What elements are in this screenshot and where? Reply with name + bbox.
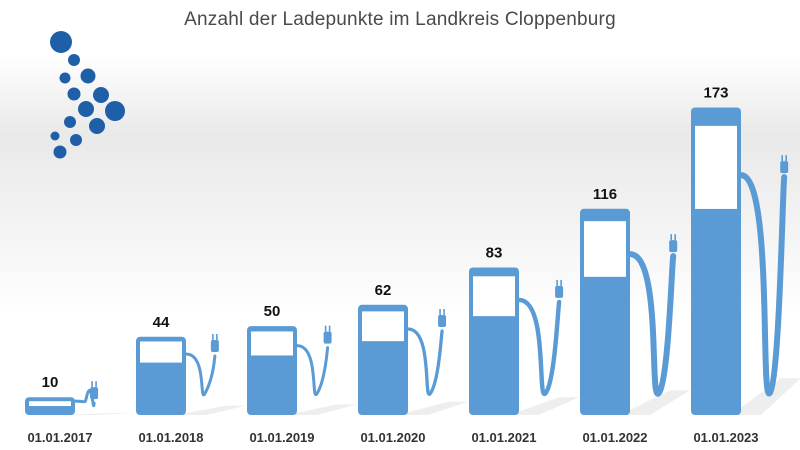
plug-icon [669, 240, 678, 253]
bar-pump-window [584, 221, 626, 277]
bar-pump-window [29, 401, 71, 407]
bar-pump-window [695, 125, 737, 209]
bar-pump-hose [184, 352, 217, 397]
data-label: 173 [703, 84, 728, 101]
data-label: 83 [486, 244, 503, 261]
bar-pump-window [140, 341, 182, 363]
bar-shadow [287, 404, 357, 415]
data-label: 44 [153, 314, 170, 331]
x-tick-label: 01.01.2019 [249, 430, 314, 445]
data-label: 116 [593, 186, 617, 203]
plug-icon [90, 387, 99, 400]
data-label: 62 [375, 282, 392, 299]
bar-shadow [176, 405, 246, 415]
bar-pump-hose [516, 297, 562, 397]
bar-5: 116 [580, 186, 690, 415]
bar-0: 10 [25, 374, 135, 415]
bar-shadow [65, 412, 135, 415]
x-tick-label: 01.01.2017 [27, 430, 92, 445]
bar-shadow [620, 390, 690, 415]
data-label: 10 [42, 374, 59, 391]
x-tick-label: 01.01.2023 [693, 430, 758, 445]
bar-pump-hose [738, 172, 788, 397]
plug-icon [438, 315, 447, 328]
bar-1: 44 [136, 314, 246, 415]
plug-icon [323, 331, 332, 344]
x-tick-label: 01.01.2022 [582, 430, 647, 445]
bar-pump-hose [406, 327, 444, 396]
plug-icon [555, 285, 564, 298]
bar-shadow [509, 397, 579, 415]
bar-pump-window [362, 311, 404, 342]
x-tick-label: 01.01.2018 [138, 430, 203, 445]
data-label: 50 [264, 303, 281, 320]
bar-pump-window [251, 331, 293, 356]
bar-shadow [398, 401, 468, 415]
plug-icon [780, 161, 789, 174]
bar-pump-window [473, 276, 515, 317]
bar-pump-body [25, 397, 75, 415]
bar-2: 50 [247, 303, 357, 415]
bar-4: 83 [469, 244, 579, 415]
bar-6: 173 [691, 84, 800, 415]
bar-shadow [731, 378, 800, 415]
plug-icon [210, 339, 219, 352]
dot-cluster-logo-icon [50, 31, 125, 159]
bar-pump-hose [295, 344, 330, 397]
chart-title: Anzahl der Ladepunkte im Landkreis Clopp… [184, 9, 616, 30]
bar-3: 62 [358, 282, 468, 415]
bar-pump-hose [627, 251, 677, 397]
x-tick-label: 01.01.2020 [360, 430, 425, 445]
bar-pump-hose [73, 388, 96, 408]
x-tick-label: 01.01.2021 [471, 430, 536, 445]
